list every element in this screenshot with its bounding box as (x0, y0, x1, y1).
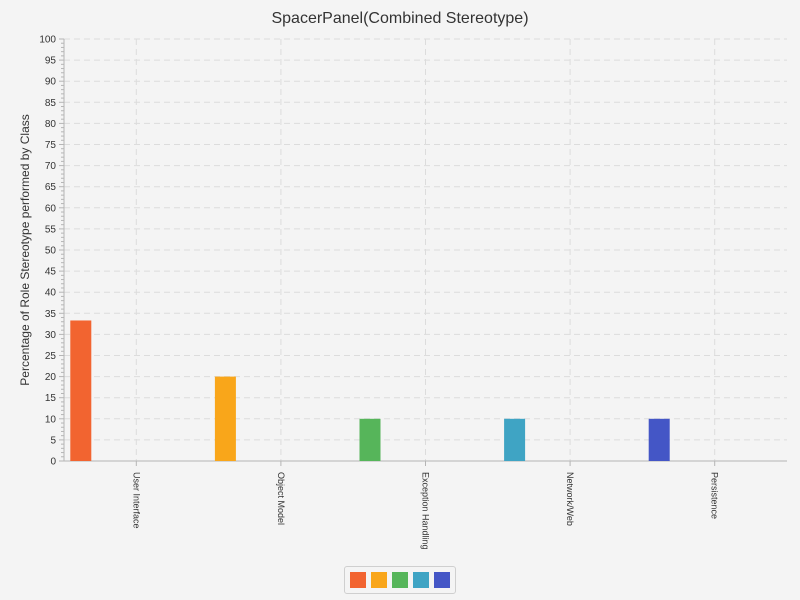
y-tick-label: 30 (45, 330, 57, 341)
legend-swatch (434, 572, 450, 588)
bar-user-interface (70, 320, 92, 461)
x-tick-label: User Interface (131, 472, 141, 529)
legend-swatch (350, 572, 366, 588)
y-axis-label: Percentage of Role Stereotype performed … (18, 114, 32, 385)
y-tick-label: 40 (45, 288, 57, 299)
bar-object-model (214, 376, 236, 461)
legend (344, 566, 456, 594)
y-tick-label: 95 (45, 56, 57, 67)
bar-exception-handling (359, 418, 381, 461)
y-tick-label: 65 (45, 182, 57, 193)
y-tick-label: 45 (45, 267, 57, 278)
y-tick-label: 90 (45, 77, 57, 88)
y-tick-label: 20 (45, 372, 57, 383)
y-tick-label: 25 (45, 351, 57, 362)
y-tick-label: 5 (50, 435, 56, 446)
chart-title: SpacerPanel(Combined Stereotype) (271, 10, 528, 27)
x-tick-label: Exception Handling (421, 472, 431, 550)
y-tick-label: 55 (45, 224, 57, 235)
y-tick-label: 80 (45, 119, 57, 130)
legend-swatch (371, 572, 387, 588)
y-tick-label: 50 (45, 246, 57, 257)
y-tick-label: 60 (45, 203, 57, 214)
y-tick-label: 35 (45, 309, 57, 320)
y-tick-label: 15 (45, 393, 57, 404)
x-tick-label: Network/Web (565, 472, 575, 526)
bar-persistence (648, 418, 670, 461)
grid (64, 38, 787, 461)
y-tick-label: 100 (39, 35, 56, 46)
y-tick-label: 85 (45, 98, 57, 109)
x-tick-label: Persistence (710, 472, 720, 519)
x-tick-label: Object Model (276, 472, 286, 525)
legend-swatch (413, 572, 429, 588)
y-tick-label: 75 (45, 140, 57, 151)
legend-swatch (392, 572, 408, 588)
y-tick-label: 10 (45, 414, 57, 425)
bar-network-web (504, 418, 526, 461)
y-tick-label: 70 (45, 161, 57, 172)
axes (59, 38, 787, 466)
y-tick-label: 0 (50, 457, 56, 468)
bars (70, 320, 670, 461)
tick-labels: 0 5 10 15 20 25 30 35 40 45 50 55 60 65 70 75 80 85 90 95 10… (39, 35, 719, 550)
